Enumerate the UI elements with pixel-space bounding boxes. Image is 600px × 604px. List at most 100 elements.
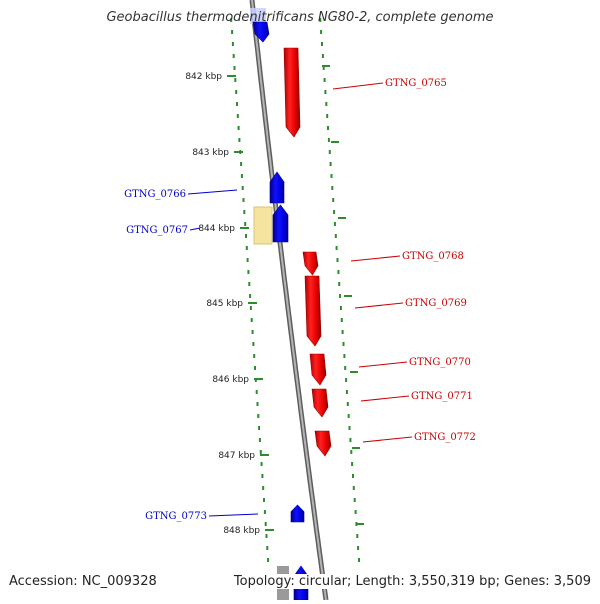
inner-track-dot [262, 486, 265, 490]
reverse-gene-arrow [269, 171, 285, 204]
forward-gene-leader [358, 361, 408, 368]
gene-arrow-body [283, 47, 301, 138]
gene-arrow-body [314, 430, 332, 457]
inner-track-dot [241, 186, 244, 190]
reverse-gene-leader [189, 227, 201, 231]
outer-track-dot [322, 66, 325, 70]
forward-gene-label: GTNG_0771 [411, 391, 473, 402]
forward-gene-arrow [304, 275, 322, 347]
gene-arrow-body [290, 504, 305, 523]
inner-track-dot [263, 510, 266, 514]
inner-track-dot [256, 402, 259, 406]
inner-track-dot [233, 66, 236, 70]
inner-track-dot [234, 78, 237, 82]
outer-track-dot [349, 438, 352, 442]
reverse-gene-leader [208, 513, 259, 517]
inner-track-dot [249, 294, 252, 298]
inner-track-dot [248, 282, 251, 286]
kbp-label: 848 kbp [223, 526, 260, 536]
forward-gene-arrow [314, 430, 332, 457]
inner-track-dot [240, 174, 243, 178]
forward-gene-leader [354, 302, 404, 309]
inner-track-dot [255, 390, 258, 394]
inner-track-dot [247, 270, 250, 274]
outer-track-dot [358, 558, 360, 562]
inner-track-dot [259, 450, 262, 454]
outer-track-dot [323, 78, 326, 82]
gene-arrow-body [269, 171, 285, 204]
inner-track-dot [235, 90, 238, 94]
inner-track-dot [230, 18, 233, 22]
outer-track-dot [329, 162, 332, 166]
gene-arrow-body [302, 251, 319, 276]
outer-track-dot [335, 246, 338, 250]
backbone [251, 0, 327, 601]
inner-track-dot [253, 354, 256, 358]
kbp-label: 846 kbp [212, 375, 249, 385]
inner-track-dot [251, 330, 254, 334]
outer-track-dot [356, 534, 359, 538]
inner-track-dot [236, 114, 239, 118]
gene-highlight [253, 206, 273, 245]
outer-track-dot [350, 450, 353, 454]
gene-arrow-body [311, 388, 329, 418]
outer-track-dot [352, 474, 354, 478]
outer-track-dot [354, 510, 357, 514]
kbp-label: 845 kbp [206, 299, 243, 309]
kbp-label: 842 kbp [185, 72, 222, 82]
outer-track-dot [327, 138, 330, 142]
inner-track-dot [264, 522, 267, 526]
inner-track-dot [250, 318, 253, 322]
inner-track-dot [245, 246, 248, 250]
inner-track-dot [267, 558, 270, 562]
outer-track-dot [330, 174, 333, 178]
inner-track-dot [257, 414, 260, 418]
gene-arrow-body [272, 204, 289, 243]
gene-faded [250, 8, 266, 24]
reverse-gene-arrow [272, 204, 289, 243]
outer-track-dot [346, 402, 349, 406]
inner-track-dot [231, 42, 234, 46]
forward-gene-leader [350, 255, 401, 262]
outer-track-dot [327, 126, 329, 130]
inner-track-dot [242, 198, 245, 202]
outer-track-dot [331, 186, 334, 190]
reverse-gene-label: GTNG_0767 [126, 225, 188, 236]
outer-track-dot [351, 462, 354, 466]
reverse-gene-label: GTNG_0766 [124, 189, 186, 200]
forward-gene-arrow [309, 353, 327, 386]
inner-track-dot [243, 210, 246, 214]
outer-track-dot [345, 378, 348, 382]
forward-gene-label: GTNG_0765 [385, 78, 447, 89]
outer-track-dot [321, 42, 323, 46]
reverse-gene-leader [187, 189, 238, 195]
forward-gene-label: GTNG_0772 [414, 432, 476, 443]
forward-gene-label: GTNG_0769 [405, 298, 467, 309]
inner-track-dot [258, 438, 261, 442]
inner-track-dot [252, 342, 255, 346]
inner-track-dot [260, 462, 263, 466]
kbp-label: 847 kbp [218, 451, 255, 461]
forward-gene-arrow [311, 388, 329, 418]
outer-track-dot [334, 234, 337, 238]
forward-gene-leader [362, 436, 413, 443]
forward-gene-label: GTNG_0770 [409, 357, 471, 368]
inner-track-dot [249, 306, 252, 310]
inner-track-dot [232, 54, 235, 58]
gene-arrow-top [252, 21, 270, 43]
genome-summary: Topology: circular; Length: 3,550,319 bp… [232, 574, 592, 589]
outer-track-dot [328, 150, 331, 154]
inner-track-dot [244, 222, 247, 226]
outer-track-dot [320, 30, 323, 34]
inner-track-dot [236, 102, 238, 106]
outer-track-dot [348, 426, 351, 430]
outer-track-dot [352, 486, 355, 490]
outer-track-dot [333, 222, 336, 226]
outer-track-dot [336, 258, 339, 262]
outer-track-dot [338, 282, 341, 286]
kbp-label: 843 kbp [192, 148, 229, 158]
outer-track-dot [343, 354, 346, 358]
outer-track-dot [342, 342, 345, 346]
